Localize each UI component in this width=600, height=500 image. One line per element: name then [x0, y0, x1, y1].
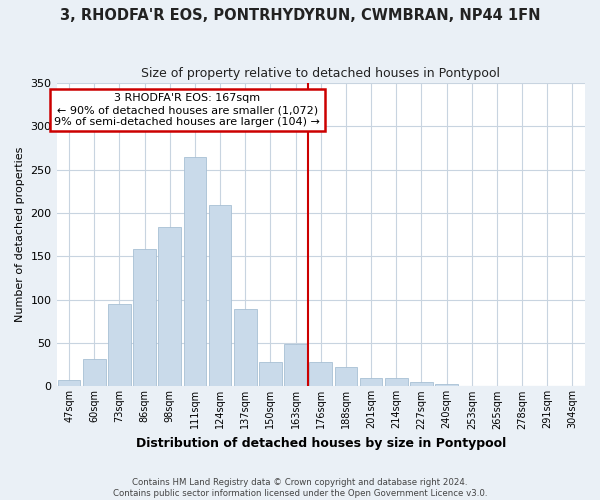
- X-axis label: Distribution of detached houses by size in Pontypool: Distribution of detached houses by size …: [136, 437, 506, 450]
- Bar: [310, 362, 332, 386]
- Bar: [83, 358, 106, 386]
- Text: Contains HM Land Registry data © Crown copyright and database right 2024.
Contai: Contains HM Land Registry data © Crown c…: [113, 478, 487, 498]
- Bar: [284, 344, 307, 387]
- Bar: [234, 310, 257, 386]
- Bar: [410, 382, 433, 386]
- Text: 3, RHODFA'R EOS, PONTRHYDYRUN, CWMBRAN, NP44 1FN: 3, RHODFA'R EOS, PONTRHYDYRUN, CWMBRAN, …: [60, 8, 540, 22]
- Bar: [158, 227, 181, 386]
- Bar: [184, 156, 206, 386]
- Y-axis label: Number of detached properties: Number of detached properties: [15, 147, 25, 322]
- Bar: [133, 248, 156, 386]
- Bar: [385, 378, 407, 386]
- Bar: [335, 368, 357, 386]
- Bar: [360, 378, 382, 386]
- Title: Size of property relative to detached houses in Pontypool: Size of property relative to detached ho…: [141, 68, 500, 80]
- Text: 3 RHODFA'R EOS: 167sqm
← 90% of detached houses are smaller (1,072)
9% of semi-d: 3 RHODFA'R EOS: 167sqm ← 90% of detached…: [55, 94, 320, 126]
- Bar: [108, 304, 131, 386]
- Bar: [435, 384, 458, 386]
- Bar: [259, 362, 282, 386]
- Bar: [58, 380, 80, 386]
- Bar: [209, 206, 232, 386]
